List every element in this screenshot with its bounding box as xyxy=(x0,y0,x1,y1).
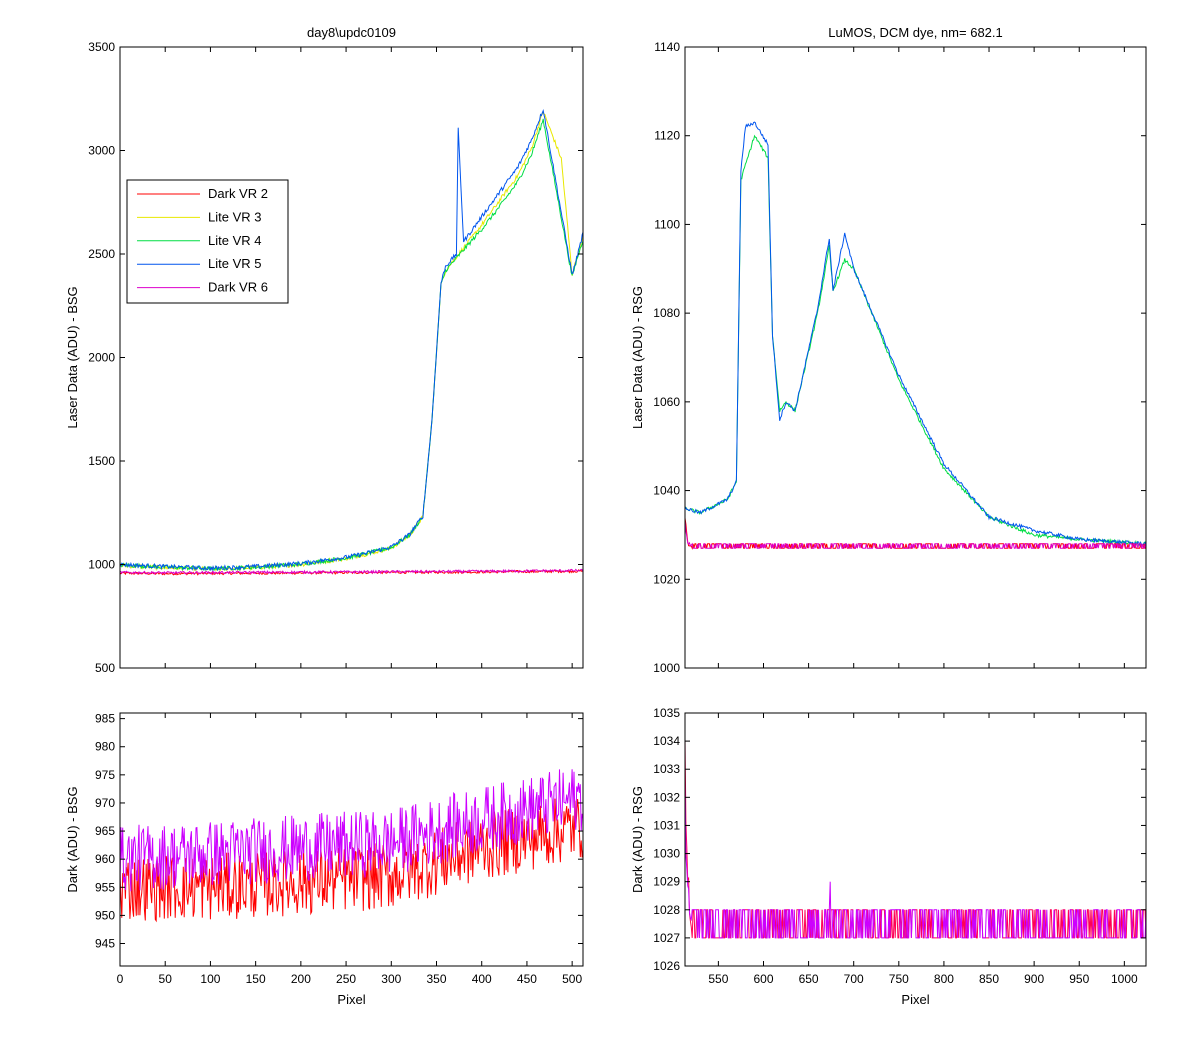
chart-panel-1: 500 1000 1500 2000 2500 3000 3500 day8\updc0109… xyxy=(65,25,584,675)
series-line-2 xyxy=(120,769,583,892)
series-line-3 xyxy=(685,517,1146,550)
x-tick-label: 50 xyxy=(159,972,173,986)
plot-area xyxy=(120,47,583,668)
axes-frame xyxy=(684,712,1147,967)
y-tick-label: 1033 xyxy=(653,762,680,776)
y-axis-label: Dark (ADU) - BSG xyxy=(65,786,80,892)
y-tick-label: 3000 xyxy=(88,144,115,158)
x-tick-label: 450 xyxy=(517,972,537,986)
y-tick-label: 1020 xyxy=(653,572,680,586)
y-tick-label: 985 xyxy=(95,712,115,726)
series-line-1 xyxy=(120,798,583,923)
x-tick-label: 250 xyxy=(336,972,356,986)
plot-area xyxy=(685,47,1146,668)
y-tick-label: 1000 xyxy=(88,558,115,572)
chart-title: day8\updc0109 xyxy=(307,25,396,40)
x-tick-label: 200 xyxy=(291,972,311,986)
y-tick-label: 950 xyxy=(95,908,115,922)
y-tick-label: 1027 xyxy=(653,931,680,945)
legend-box xyxy=(126,179,289,304)
series-line-4 xyxy=(685,520,1146,549)
y-tick-label: 1026 xyxy=(653,959,680,973)
y-tick-label: 1040 xyxy=(653,484,680,498)
x-tick-label: 950 xyxy=(1069,972,1089,986)
y-tick-label: 980 xyxy=(95,740,115,754)
axes-frame xyxy=(119,712,584,967)
legend: Dark VR 2 Lite VR 3 Lite VR 4 Lite VR 5 Dark… xyxy=(126,179,289,304)
y-tick-label: 1030 xyxy=(653,847,680,861)
series-line-5 xyxy=(120,568,583,575)
y-tick-label: 1034 xyxy=(653,734,680,748)
x-tick-label: 850 xyxy=(979,972,999,986)
chart-panel-4: 1026 1027 1028 1029 1030 1031 1032 1033 1034 1035… xyxy=(630,706,1147,1007)
y-tick-label: 1100 xyxy=(654,217,680,231)
x-tick-label: 750 xyxy=(889,972,909,986)
y-tick-label: 970 xyxy=(95,796,115,810)
y-tick-label: 1035 xyxy=(653,706,680,720)
x-tick-label: 300 xyxy=(381,972,401,986)
x-tick-label: 650 xyxy=(799,972,819,986)
x-tick-label: 350 xyxy=(426,972,446,986)
chart-panel-3: 945 950 955 960 965 970 975 980 985 0 50 100 150 200 2… xyxy=(65,712,584,1007)
x-tick-label: 1000 xyxy=(1111,972,1138,986)
y-tick-label: 1500 xyxy=(88,454,115,468)
legend-label: Lite VR 5 xyxy=(208,256,261,271)
x-tick-label: 400 xyxy=(472,972,492,986)
y-tick-label: 1060 xyxy=(653,395,680,409)
legend-label: Lite VR 3 xyxy=(208,209,261,224)
axes-frame xyxy=(684,46,1147,669)
chart-panel-2: 1000 1020 1040 1060 1080 1100 1120 1140 LuMOS, D… xyxy=(630,25,1147,675)
legend-label: Dark VR 2 xyxy=(208,186,268,201)
x-tick-label: 600 xyxy=(753,972,773,986)
y-tick-label: 3500 xyxy=(88,40,115,54)
x-tick-label: 700 xyxy=(844,972,864,986)
y-tick-label: 960 xyxy=(95,852,115,866)
x-axis-label: Pixel xyxy=(901,992,929,1007)
x-tick-label: 800 xyxy=(934,972,954,986)
chart-title: LuMOS, DCM dye, nm= 682.1 xyxy=(828,25,1003,40)
y-tick-label: 1080 xyxy=(653,306,680,320)
y-tick-label: 965 xyxy=(95,824,115,838)
x-tick-label: 0 xyxy=(117,972,124,986)
y-tick-label: 1140 xyxy=(654,40,680,54)
x-axis-label: Pixel xyxy=(337,992,365,1007)
y-tick-label: 945 xyxy=(95,937,115,951)
x-tick-label: 500 xyxy=(562,972,582,986)
y-tick-label: 2000 xyxy=(88,351,115,365)
series-line-4 xyxy=(120,109,583,572)
x-tick-label: 100 xyxy=(200,972,220,986)
series-line-1 xyxy=(685,134,1146,547)
y-tick-label: 1028 xyxy=(653,903,680,917)
y-tick-label: 955 xyxy=(95,880,115,894)
x-tick-label: 900 xyxy=(1024,972,1044,986)
legend-label: Lite VR 4 xyxy=(208,233,261,248)
y-tick-label: 500 xyxy=(95,661,115,675)
x-tick-label: 550 xyxy=(708,972,728,986)
series-line-2 xyxy=(685,781,1146,939)
y-tick-label: 2500 xyxy=(88,247,115,261)
y-tick-label: 1031 xyxy=(653,818,680,832)
legend-label: Dark VR 6 xyxy=(208,280,268,295)
y-tick-label: 975 xyxy=(95,768,115,782)
y-tick-label: 1032 xyxy=(653,790,680,804)
y-tick-label: 1120 xyxy=(654,129,680,143)
y-axis-label: Laser Data (ADU) - RSG xyxy=(630,286,645,429)
y-tick-label: 1000 xyxy=(653,661,680,675)
y-tick-label: 1029 xyxy=(653,875,680,889)
series-line-2 xyxy=(685,121,1146,547)
y-axis-label: Dark (ADU) - RSG xyxy=(630,786,645,893)
x-tick-label: 150 xyxy=(246,972,266,986)
y-axis-label: Laser Data (ADU) - BSG xyxy=(65,286,80,428)
